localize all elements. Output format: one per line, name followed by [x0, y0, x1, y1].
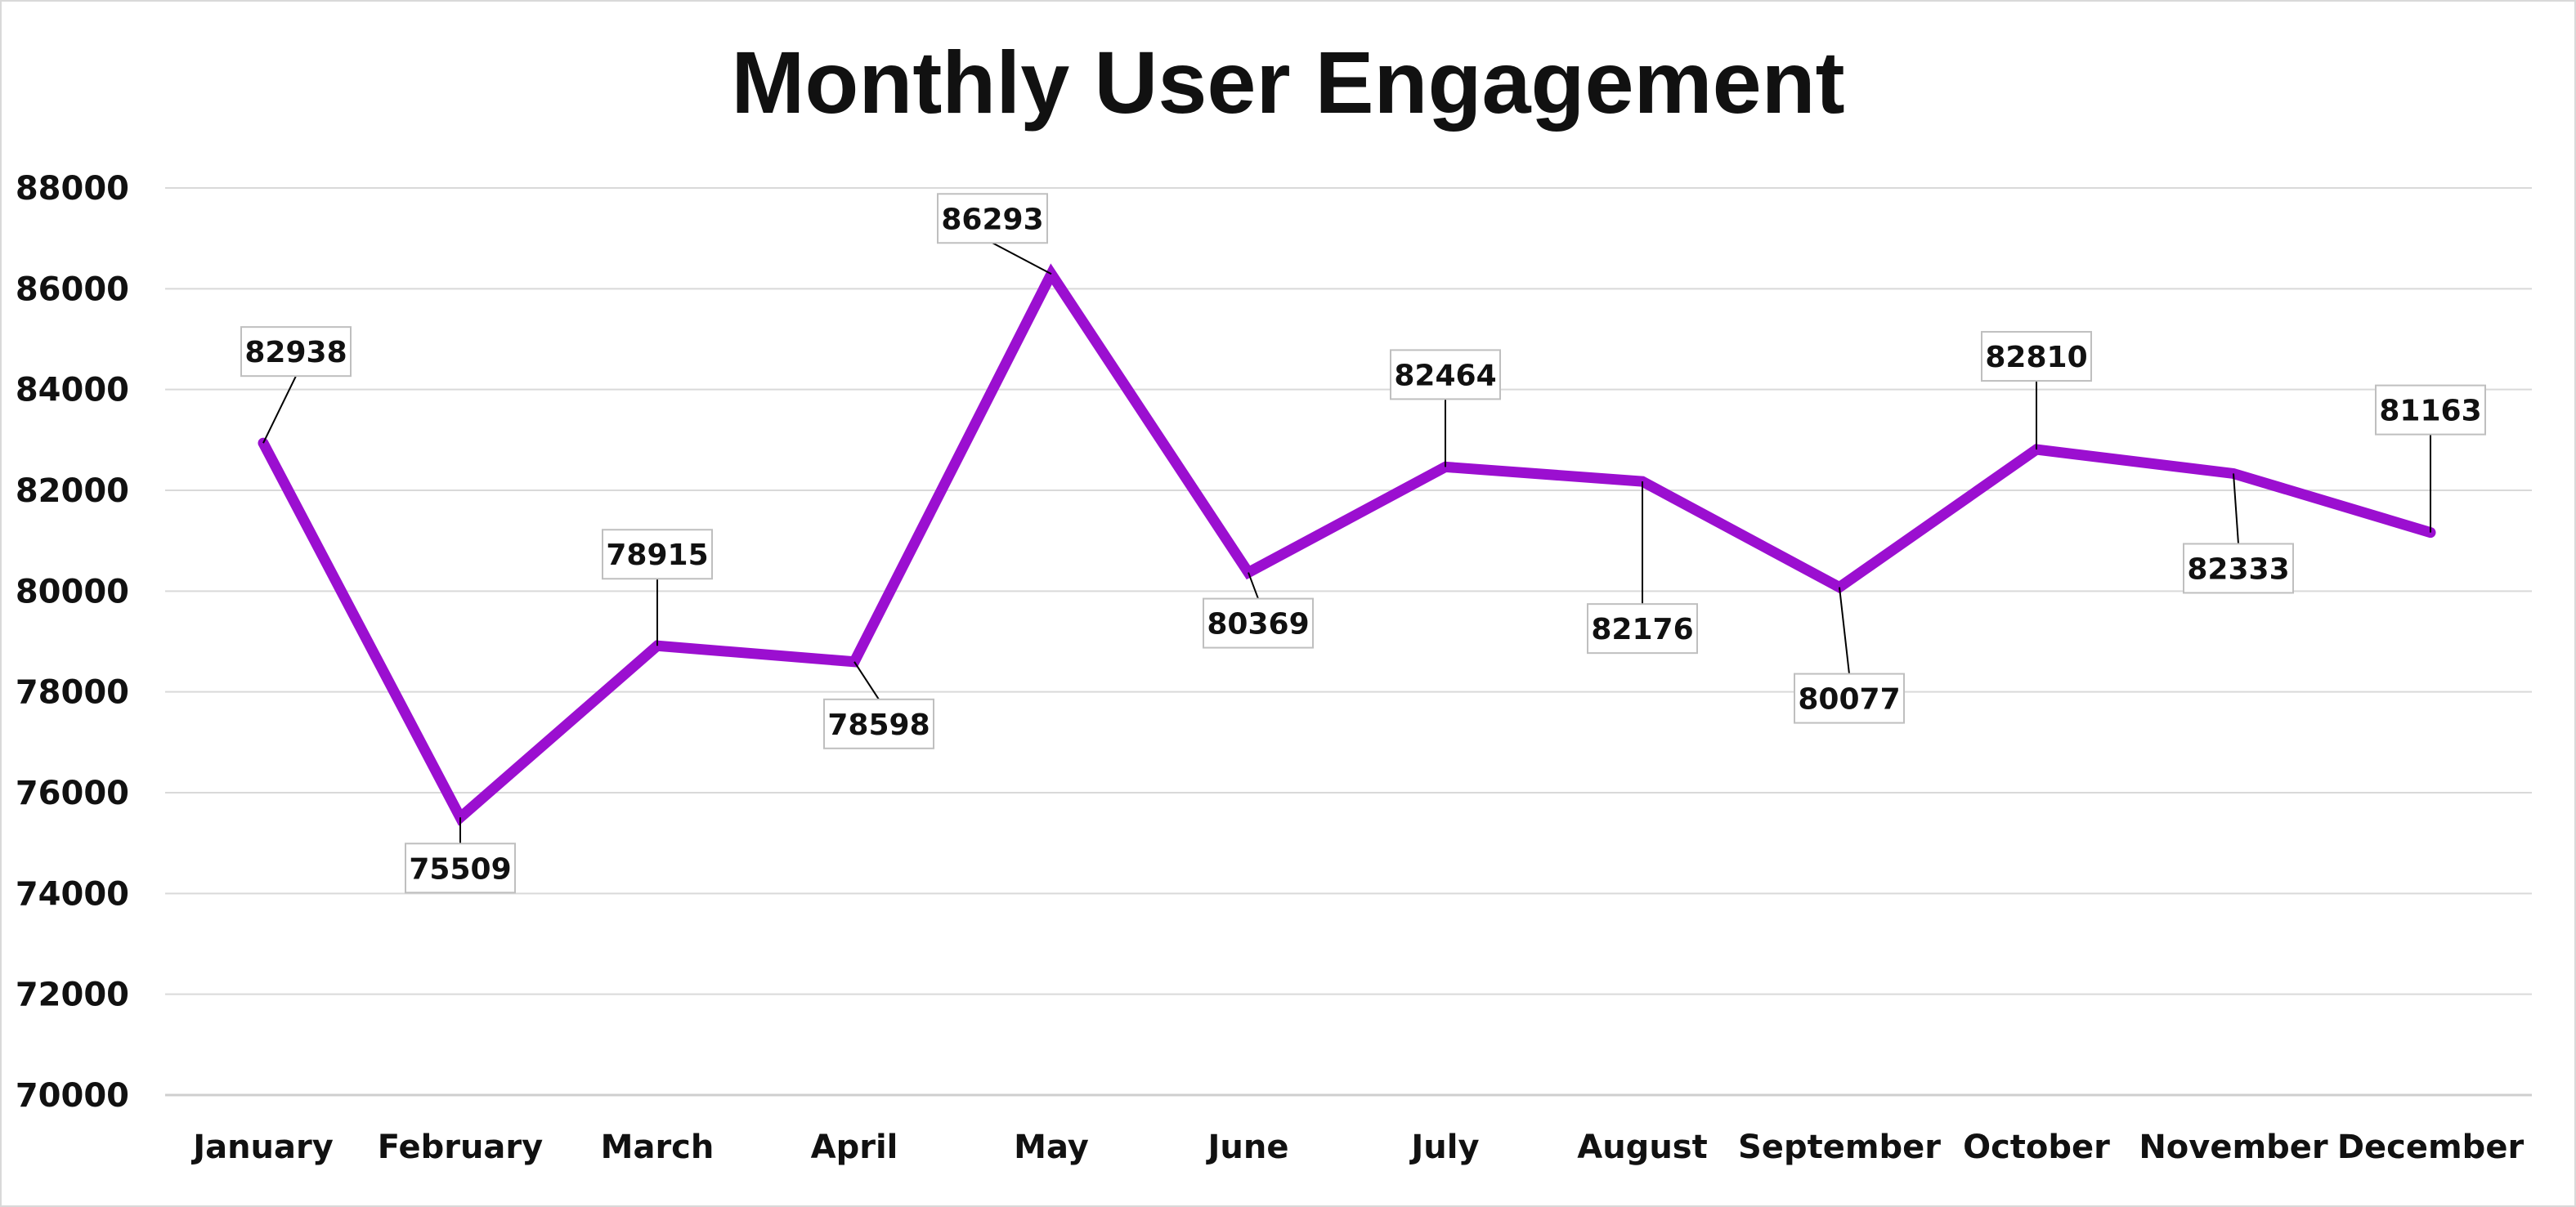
x-tick-label: January [190, 1129, 334, 1166]
data-label: 80369 [1207, 608, 1309, 641]
y-tick-label: 70000 [16, 1077, 129, 1115]
data-label: 81163 [2379, 395, 2481, 428]
x-tick-label: March [601, 1129, 715, 1166]
y-tick-label: 74000 [16, 875, 129, 913]
data-label-box [2375, 384, 2486, 436]
y-tick-label: 82000 [16, 472, 129, 510]
x-tick-label: August [1577, 1129, 1707, 1166]
y-tick-label: 72000 [16, 977, 129, 1014]
y-tick-label: 76000 [16, 775, 129, 812]
x-tick-label: February [378, 1129, 543, 1166]
data-label-box [1587, 603, 1698, 655]
data-label: 82176 [1591, 613, 1693, 646]
data-labels: 82938 75509 78915 78598 86293 80369 82464 82176… [240, 193, 2486, 894]
data-label-box [602, 529, 713, 580]
data-label-box [240, 326, 352, 378]
data-label-leader [262, 375, 297, 444]
x-tick-label: September [1738, 1129, 1941, 1166]
x-tick-label: April [811, 1129, 898, 1166]
data-label-leader [1839, 587, 1850, 674]
x-tick-label: October [1963, 1129, 2110, 1166]
data-label: 80077 [1798, 683, 1900, 717]
data-label-box [823, 698, 934, 749]
data-label-box [1203, 597, 1314, 649]
gridlines [165, 187, 2532, 1097]
x-tick-label: July [1409, 1129, 1479, 1166]
data-label: 86293 [941, 203, 1043, 236]
data-label-box [405, 843, 516, 894]
data-label-leader [2233, 473, 2239, 544]
data-label: 78915 [606, 539, 708, 572]
data-label-box [1794, 673, 1905, 724]
series-line [258, 263, 2436, 826]
y-tick-label: 88000 [16, 170, 129, 208]
y-tick-label: 86000 [16, 270, 129, 308]
x-tick-label: June [1206, 1129, 1289, 1166]
data-label: 75509 [409, 852, 511, 886]
y-tick-label: 84000 [16, 372, 129, 409]
data-label: 82333 [2187, 552, 2289, 586]
data-label: 82938 [244, 336, 347, 369]
data-label-box [2183, 543, 2294, 594]
y-tick-label: 80000 [16, 573, 129, 610]
x-tick-label: December [2337, 1129, 2524, 1166]
data-label-leader [1248, 572, 1259, 599]
series [258, 263, 2436, 826]
data-label-box [1981, 331, 2092, 382]
data-label: 82464 [1394, 359, 1496, 392]
chart-title: Monthly User Engagement [731, 33, 1845, 132]
data-label: 82810 [1985, 341, 2087, 374]
x-axis: January February March April May June July Augu… [190, 1129, 2524, 1166]
data-label-leader [992, 242, 1052, 275]
data-label-box [1390, 349, 1501, 400]
y-axis: 70000 72000 74000 76000 78000 80000 82000 84000… [16, 170, 129, 1115]
y-tick-label: 78000 [16, 674, 129, 712]
x-tick-label: November [2139, 1129, 2328, 1166]
data-label-leader [853, 661, 880, 700]
x-tick-label: May [1014, 1129, 1089, 1166]
data-label-box [937, 193, 1048, 244]
data-label: 78598 [827, 709, 930, 742]
